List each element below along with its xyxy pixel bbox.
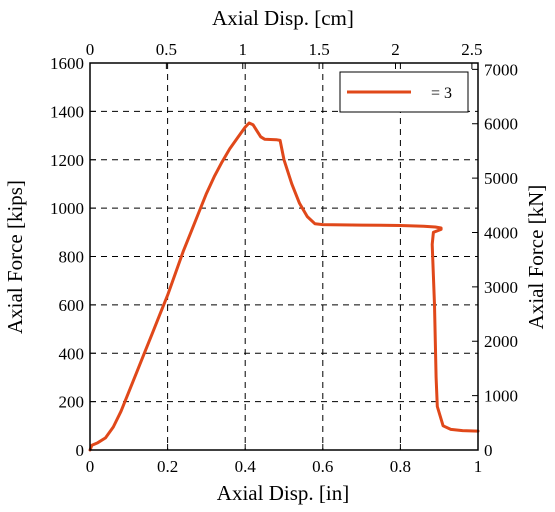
legend-entry: = 3 [431, 85, 452, 102]
y-right-tick-label: 3000 [484, 278, 518, 297]
x-tick-label: 0.4 [235, 457, 257, 476]
y-right-tick-label: 7000 [484, 60, 518, 79]
x-tick-label: 0.6 [312, 457, 333, 476]
tick-marks [89, 62, 479, 451]
y-right-tick-label: 4000 [484, 223, 518, 242]
x-top-tick-label: 2.5 [461, 40, 482, 59]
x-tick-label: 1 [474, 457, 483, 476]
y-axis-title: Axial Force [kips] [3, 180, 27, 334]
series-layer [88, 121, 480, 452]
y-tick-label: 800 [59, 248, 85, 267]
y-tick-label: 1400 [50, 102, 84, 121]
series-line [88, 121, 480, 452]
y-tick-label: 1200 [50, 151, 84, 170]
y-tick-label: 200 [59, 393, 85, 412]
y-tick-label: 1000 [50, 199, 84, 218]
x-axis-title: Axial Disp. [in] [217, 481, 349, 505]
x-top-tick-label: 2 [391, 40, 400, 59]
x-tick-label: 0 [86, 457, 95, 476]
grid-lines [90, 63, 478, 450]
y-tick-label: 1600 [50, 54, 84, 73]
x-axis-title-top: Axial Disp. [cm] [212, 6, 354, 30]
y-right-tick-label: 6000 [484, 115, 518, 134]
x-top-tick-label: 0 [86, 40, 95, 59]
legend: = 3 [339, 71, 469, 113]
y-axis-title-right: Axial Force [kN] [524, 185, 548, 330]
x-top-tick-label: 1 [239, 40, 248, 59]
y-right-tick-label: 2000 [484, 332, 518, 351]
y-tick-label: 600 [59, 296, 85, 315]
x-top-tick-label: 0.5 [156, 40, 177, 59]
tick-labels: 0 0.2 0.4 0.6 0.8 102004006008001000120014001… [50, 40, 518, 476]
x-tick-label: 0.8 [390, 457, 411, 476]
y-right-tick-label: 5000 [484, 169, 518, 188]
x-top-tick-label: 1.5 [309, 40, 330, 59]
x-tick-label: 0.2 [157, 457, 178, 476]
y-right-tick-label: 1000 [484, 387, 518, 406]
y-right-tick-label: 0 [484, 441, 493, 460]
y-tick-label: 400 [59, 344, 85, 363]
y-tick-label: 0 [76, 441, 85, 460]
